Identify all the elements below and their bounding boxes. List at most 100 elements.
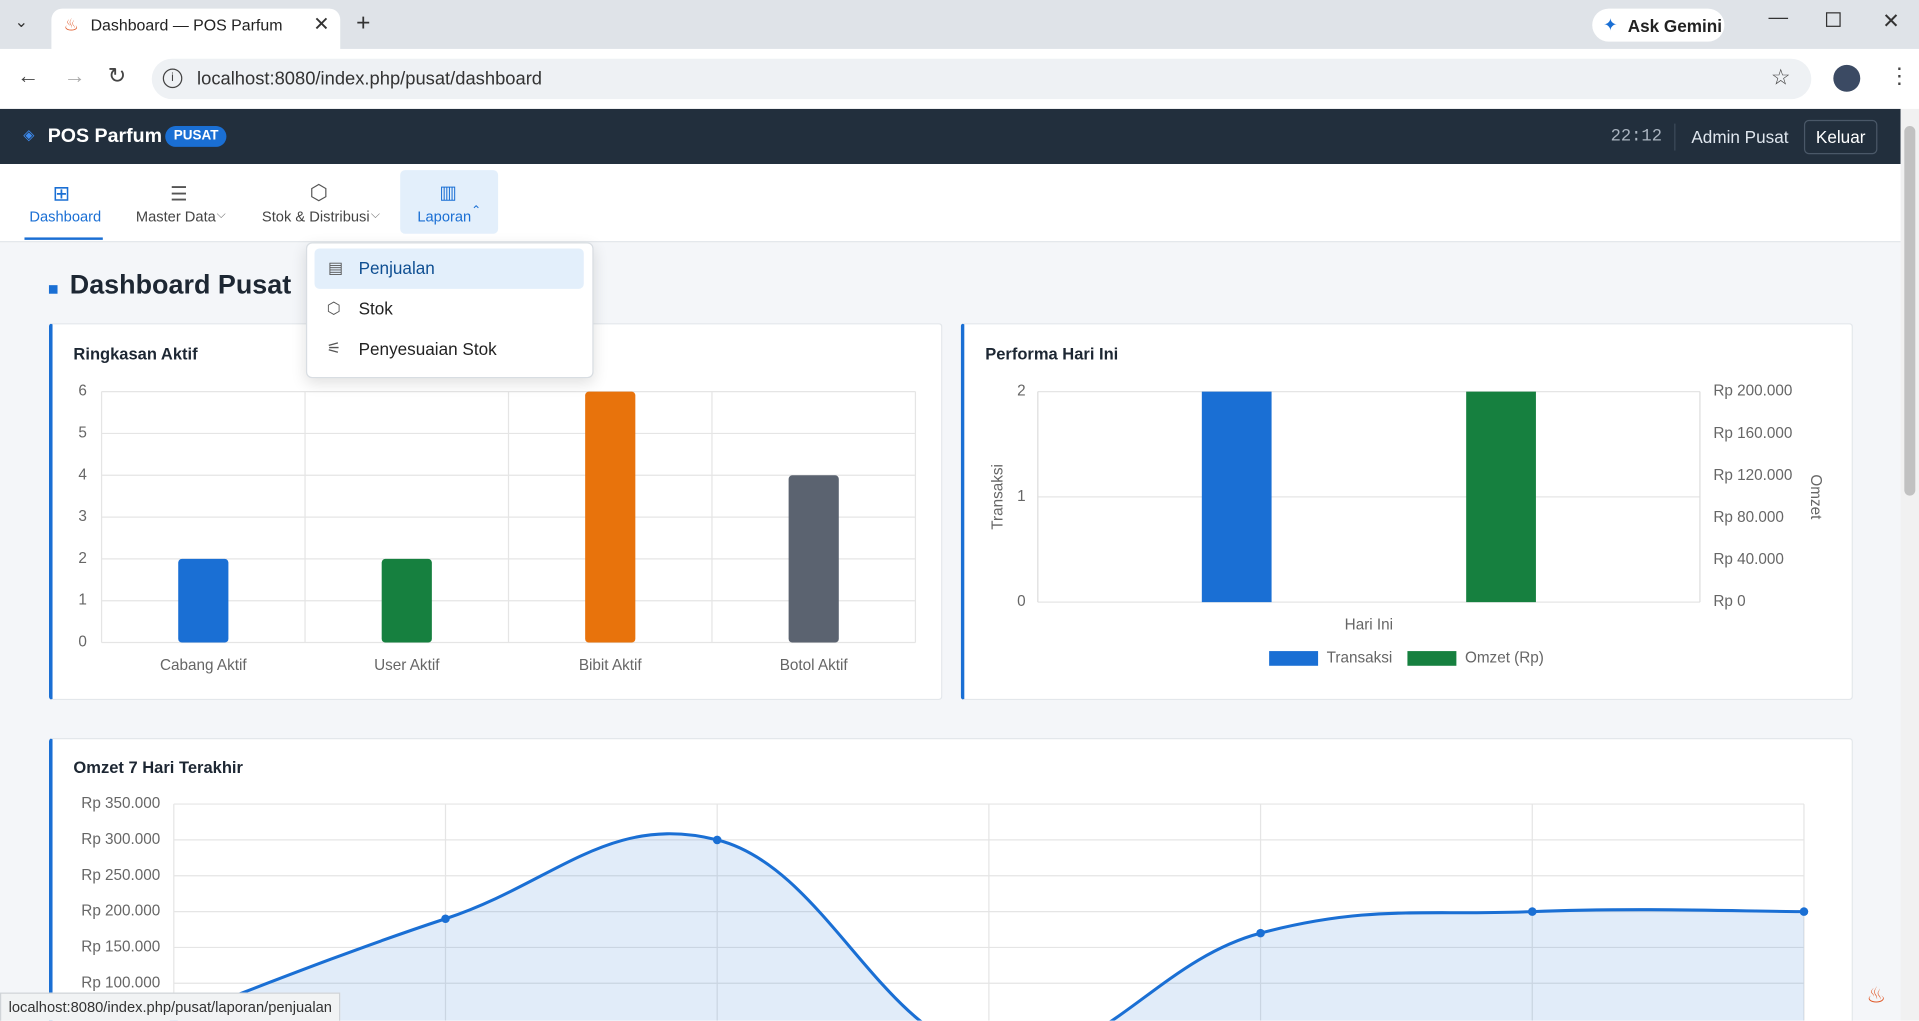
point	[712, 835, 722, 845]
area	[173, 833, 1804, 1021]
site-info[interactable]: i	[162, 68, 183, 89]
chart-title: Performa Hari Ini	[985, 344, 1118, 363]
bar	[1466, 391, 1536, 603]
chevron: ⌃	[471, 204, 482, 218]
menu-icon: ⬡	[326, 298, 341, 317]
browser-menu[interactable]: ⋮	[1888, 63, 1911, 89]
status-bar: localhost:8080/index.php/pusat/laporan/p…	[0, 992, 341, 1021]
y-tick-label: Rp 300.000	[81, 831, 160, 848]
back[interactable]: ←	[17, 63, 40, 89]
bookmark[interactable]: ☆	[1770, 64, 1791, 90]
y-tick-label: 2	[78, 550, 87, 567]
tab-close[interactable]: ✕	[313, 14, 330, 36]
x-tick-label: Cabang Aktif	[160, 657, 247, 674]
y-tick-label: Rp 150.000	[81, 938, 160, 955]
brand-icon: ◈	[23, 126, 35, 144]
y2-axis-title: Omzet	[1807, 474, 1824, 520]
x-tick-label: Bibit Aktif	[579, 657, 643, 674]
y-tick-label: 1	[78, 592, 87, 609]
menu-icon: ▤	[327, 258, 344, 277]
nav-icon: ⊞	[52, 182, 71, 206]
chart-title: Ringkasan Aktif	[73, 344, 198, 363]
card	[48, 737, 1853, 1021]
scroll-thumb[interactable]	[1904, 126, 1916, 496]
nav-active-bg	[400, 170, 499, 234]
point	[1527, 907, 1537, 916]
brand[interactable]: POS Parfum	[47, 126, 162, 147]
divider	[1674, 123, 1676, 151]
y-tick-label: Rp 350.000	[81, 795, 160, 812]
nav-icon: ⬡	[309, 181, 328, 205]
nav-bar	[0, 163, 1901, 243]
y-tick-label: Rp 40.000	[1713, 551, 1784, 568]
badge: PUSAT	[165, 126, 227, 147]
x-tick-label: Botol Aktif	[780, 657, 849, 674]
chart-title: Omzet 7 Hari Terakhir	[73, 758, 243, 777]
nav-item[interactable]: Master Data	[135, 208, 216, 226]
point	[441, 914, 450, 924]
new-tab[interactable]: +	[356, 9, 371, 37]
tab-title: Dashboard — POS Parfum	[90, 15, 283, 35]
logout-button[interactable]: Keluar	[1803, 119, 1878, 155]
gemini-icon: ✦	[1603, 14, 1618, 35]
forward[interactable]: →	[63, 63, 86, 89]
chevron: ⌵	[370, 208, 381, 222]
close-window[interactable]: ✕	[1882, 9, 1900, 34]
y-tick-label: Rp 100.000	[81, 974, 160, 991]
tab-icon: ♨	[63, 14, 80, 35]
y-tick-label: 6	[78, 383, 87, 400]
debug-icon[interactable]: ♨	[1866, 982, 1887, 1008]
legend-label: Omzet (Rp)	[1465, 649, 1544, 666]
clock: 22:12	[1610, 127, 1663, 147]
y-axis-title: Transaksi	[990, 464, 1007, 530]
nav-item[interactable]: Stok & Distribusi	[261, 208, 370, 226]
minimize[interactable]: —	[1768, 7, 1789, 29]
title-marker	[48, 285, 58, 294]
bar	[585, 391, 636, 643]
legend-swatch	[1407, 651, 1457, 666]
menu-item[interactable]: Stok	[358, 298, 393, 319]
url-bar[interactable]	[151, 58, 1812, 100]
url-text: localhost:8080/index.php/pusat/dashboard	[197, 68, 543, 90]
y-tick-label: Rp 80.000	[1713, 509, 1784, 526]
y-tick-label: Rp 160.000	[1713, 425, 1792, 442]
reload[interactable]: ↻	[107, 63, 127, 89]
nav-icon: ▥	[439, 182, 457, 204]
bar	[788, 475, 839, 643]
y-tick-label: 0	[78, 634, 87, 651]
profile[interactable]	[1833, 64, 1861, 92]
app-header	[0, 108, 1901, 164]
x-tick-label: User Aktif	[374, 657, 440, 674]
card	[960, 323, 1853, 701]
nav-icon: ☰	[170, 184, 188, 206]
nav-item[interactable]: Laporan	[417, 208, 472, 226]
y-tick-label: 4	[78, 466, 87, 483]
chevron: ⌵	[216, 208, 226, 222]
bar	[1201, 391, 1272, 603]
y-tick-label: Rp 250.000	[81, 867, 160, 884]
legend-swatch	[1269, 651, 1319, 666]
y-tick-label: Rp 200.000	[81, 903, 160, 920]
y-tick-label: 2	[1017, 383, 1026, 400]
active-tab[interactable]	[51, 8, 341, 49]
y-tick-label: Rp 0	[1713, 593, 1745, 610]
y-tick-label: 1	[1017, 488, 1026, 505]
menu-icon: ⚟	[326, 339, 342, 358]
gemini-label: Ask Gemini	[1627, 15, 1722, 36]
x-tick-label: Hari Ini	[1345, 616, 1393, 633]
point	[1799, 907, 1809, 916]
bar	[381, 558, 432, 643]
tab-menu[interactable]: ⌄	[14, 12, 29, 31]
point	[1256, 928, 1265, 938]
menu-item[interactable]: Penyesuaian Stok	[358, 339, 497, 359]
y-tick-label: 5	[78, 424, 87, 441]
restore[interactable]	[1825, 12, 1841, 27]
nav-item[interactable]: Dashboard	[29, 208, 102, 226]
menu-item[interactable]: Penjualan	[358, 258, 435, 278]
nav-underline	[24, 237, 103, 240]
gemini-button[interactable]	[1592, 8, 1725, 42]
dropdown-highlight	[314, 248, 584, 289]
